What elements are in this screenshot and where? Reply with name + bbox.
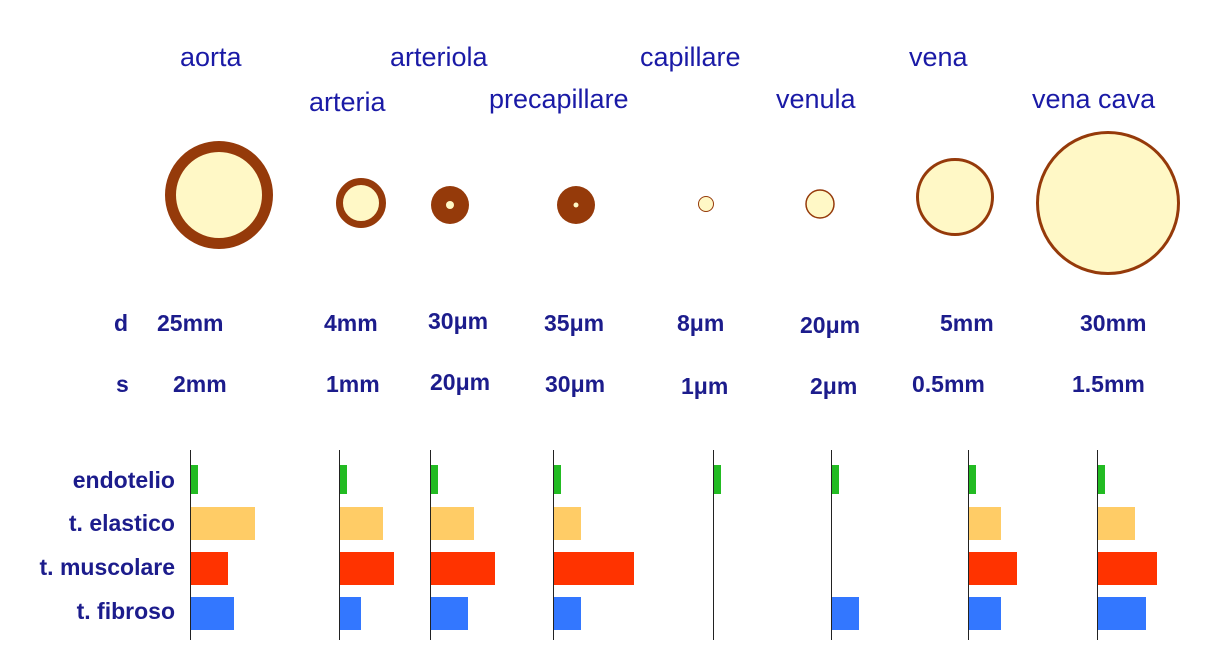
vessel-name-venula: venula — [776, 84, 856, 114]
axis-arteriola — [430, 450, 431, 640]
bar-endotelio-precapillare — [554, 465, 561, 494]
thickness-arteriola: 20μm — [430, 369, 491, 395]
diameter-aorta: 25mm — [157, 310, 224, 336]
bar-endotelio-vena — [969, 465, 976, 494]
bar-muscolare-arteria — [340, 552, 394, 585]
row-label-elastico: t. elastico — [68, 510, 175, 536]
bar-fibroso-aorta — [191, 597, 234, 630]
diameter-row-label: d — [114, 310, 129, 336]
thickness-venula: 2μm — [810, 373, 858, 399]
diameter-venula: 20μm — [800, 312, 861, 338]
vessel-name-vena-cava: vena cava — [1032, 84, 1156, 114]
diameter-precapillare: 35μm — [544, 310, 605, 336]
bar-fibroso-precapillare — [554, 597, 581, 630]
axis-precapillare — [553, 450, 554, 640]
bar-fibroso-venula — [832, 597, 859, 630]
bar-muscolare-precapillare — [554, 552, 634, 585]
vessel-name-capillare: capillare — [640, 42, 741, 72]
thickness-aorta: 2mm — [173, 371, 227, 397]
bar-elastico-arteriola — [431, 507, 474, 540]
diameter-vena-cava: 30mm — [1080, 310, 1147, 336]
vena-cross-section — [916, 158, 994, 236]
bar-endotelio-arteria — [340, 465, 347, 494]
bar-fibroso-vena — [969, 597, 1001, 630]
capillare-cross-section — [698, 196, 714, 212]
bar-endotelio-arteriola — [431, 465, 438, 494]
bar-muscolare-aorta — [191, 552, 228, 585]
row-label-muscolare: t. muscolare — [39, 554, 176, 580]
thickness-vena: 0.5mm — [912, 371, 985, 397]
bar-endotelio-vena-cava — [1098, 465, 1105, 494]
precapillare-cross-section — [557, 186, 595, 224]
vessel-name-precapillare: precapillare — [489, 84, 629, 114]
vena-cava-cross-section — [1036, 131, 1180, 275]
thickness-row-label: s — [116, 371, 129, 397]
diameter-vena: 5mm — [940, 310, 994, 336]
axis-venula — [831, 450, 832, 640]
axis-vena-cava — [1097, 450, 1098, 640]
bar-elastico-aorta — [191, 507, 255, 540]
bar-fibroso-vena-cava — [1098, 597, 1146, 630]
row-label-fibroso: t. fibroso — [76, 598, 175, 624]
bar-fibroso-arteriola — [431, 597, 468, 630]
bar-endotelio-venula — [832, 465, 839, 494]
bar-muscolare-vena-cava — [1098, 552, 1157, 585]
axis-vena — [968, 450, 969, 640]
bar-muscolare-vena — [969, 552, 1017, 585]
aorta-cross-section — [165, 141, 273, 249]
vessel-name-arteriola: arteriola — [390, 42, 488, 72]
bar-endotelio-aorta — [191, 465, 198, 494]
bar-elastico-precapillare — [554, 507, 581, 540]
axis-aorta — [190, 450, 191, 640]
row-label-endotelio: endotelio — [72, 467, 175, 493]
thickness-vena-cava: 1.5mm — [1072, 371, 1145, 397]
axis-arteria — [339, 450, 340, 640]
diameter-arteriola: 30μm — [428, 308, 489, 334]
arteria-cross-section — [336, 178, 386, 228]
bar-elastico-vena — [969, 507, 1001, 540]
arteriola-cross-section — [431, 186, 469, 224]
bar-endotelio-capillare — [714, 465, 721, 494]
vessel-cross-sections — [165, 131, 1180, 275]
venula-cross-section — [805, 189, 835, 219]
vessel-name-vena: vena — [909, 42, 968, 72]
vessel-name-arteria: arteria — [309, 87, 386, 117]
vessel-name-aorta: aorta — [180, 42, 242, 72]
thickness-arteria: 1mm — [326, 371, 380, 397]
diameter-arteria: 4mm — [324, 310, 378, 336]
diameter-capillare: 8μm — [677, 310, 725, 336]
thickness-precapillare: 30μm — [545, 371, 606, 397]
axis-capillare — [713, 450, 714, 640]
bar-elastico-arteria — [340, 507, 383, 540]
thickness-capillare: 1μm — [681, 373, 729, 399]
bar-elastico-vena-cava — [1098, 507, 1135, 540]
bar-muscolare-arteriola — [431, 552, 495, 585]
bar-fibroso-arteria — [340, 597, 361, 630]
